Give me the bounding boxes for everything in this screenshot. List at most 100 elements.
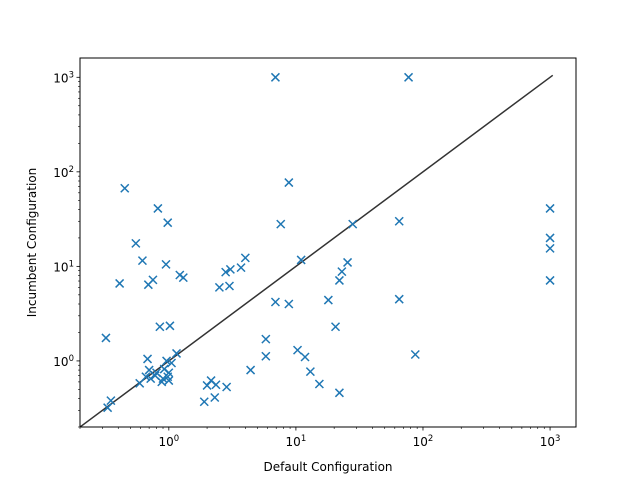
x-tick-label: 103 bbox=[540, 434, 561, 449]
data-point bbox=[148, 275, 158, 285]
data-point-stroke bbox=[545, 275, 555, 285]
data-point-stroke bbox=[334, 388, 344, 398]
plot-area-frame bbox=[79, 57, 577, 428]
data-point bbox=[545, 203, 555, 213]
data-point bbox=[178, 273, 188, 283]
data-point bbox=[161, 259, 171, 269]
data-point bbox=[330, 322, 341, 332]
data-point bbox=[131, 238, 141, 248]
data-point-stroke bbox=[199, 397, 209, 407]
reference-line-layer bbox=[80, 74, 554, 427]
data-point bbox=[545, 275, 555, 285]
data-point bbox=[240, 253, 250, 263]
data-point-stroke bbox=[115, 278, 125, 288]
data-point-stroke bbox=[261, 334, 271, 344]
data-point-stroke bbox=[284, 178, 294, 188]
data-point bbox=[394, 294, 404, 304]
data-point-stroke bbox=[161, 259, 171, 269]
data-point-stroke bbox=[178, 273, 188, 283]
data-point bbox=[410, 349, 420, 360]
y-tick-label: 100 bbox=[53, 354, 74, 369]
data-point bbox=[300, 352, 310, 362]
data-point bbox=[305, 367, 315, 377]
data-point bbox=[404, 72, 414, 82]
data-point bbox=[211, 380, 221, 390]
data-point-stroke bbox=[164, 368, 174, 378]
x-axis-ticks: 100 101 102 103 bbox=[79, 427, 561, 449]
scatter-points bbox=[101, 72, 555, 413]
data-point-stroke bbox=[151, 368, 162, 378]
data-point bbox=[284, 299, 294, 309]
data-point bbox=[141, 372, 151, 382]
data-point bbox=[155, 322, 165, 332]
data-point bbox=[172, 348, 182, 358]
data-point-stroke bbox=[323, 295, 333, 305]
data-point bbox=[143, 354, 153, 364]
data-point-stroke bbox=[224, 281, 234, 291]
data-point bbox=[164, 368, 174, 378]
data-point-stroke bbox=[284, 299, 294, 309]
data-point bbox=[165, 321, 175, 331]
y-tick-label: 103 bbox=[53, 70, 74, 85]
reference-line bbox=[80, 74, 554, 427]
data-point-stroke bbox=[261, 351, 271, 361]
data-point-stroke bbox=[330, 322, 341, 332]
data-point bbox=[270, 72, 280, 82]
data-point bbox=[334, 275, 344, 285]
data-point-stroke bbox=[394, 294, 404, 304]
data-point-stroke bbox=[106, 396, 116, 406]
data-point-stroke bbox=[131, 238, 141, 248]
data-point-stroke bbox=[293, 345, 303, 355]
data-point-stroke bbox=[545, 203, 555, 213]
data-point bbox=[545, 233, 555, 243]
data-point bbox=[210, 392, 220, 403]
data-point bbox=[166, 358, 177, 368]
data-point-stroke bbox=[143, 354, 153, 364]
y-axis-label: Incumbent Configuration bbox=[25, 168, 39, 318]
data-point-stroke bbox=[120, 183, 130, 193]
data-point-stroke bbox=[334, 275, 344, 285]
data-point-stroke bbox=[148, 275, 158, 285]
data-point-stroke bbox=[211, 380, 221, 390]
data-point-stroke bbox=[305, 367, 315, 377]
data-point bbox=[314, 379, 324, 389]
data-point-stroke bbox=[545, 233, 555, 243]
data-point bbox=[163, 218, 173, 228]
data-point-stroke bbox=[155, 322, 165, 332]
data-point bbox=[137, 256, 147, 266]
x-tick-label: 101 bbox=[286, 434, 307, 449]
data-point bbox=[115, 278, 125, 288]
data-point-stroke bbox=[103, 403, 113, 413]
data-point-stroke bbox=[150, 371, 160, 381]
data-point-stroke bbox=[163, 218, 173, 228]
data-point-stroke bbox=[348, 219, 358, 229]
data-point-stroke bbox=[394, 216, 404, 226]
data-point bbox=[323, 295, 333, 305]
data-point-stroke bbox=[225, 264, 235, 274]
y-axis-ticks: 100 101 102 103 bbox=[53, 70, 80, 428]
data-point-stroke bbox=[221, 267, 231, 277]
data-point bbox=[246, 365, 256, 375]
data-point bbox=[106, 396, 116, 406]
data-point-stroke bbox=[166, 358, 177, 368]
data-point bbox=[222, 382, 232, 392]
data-point-stroke bbox=[210, 392, 220, 403]
data-point bbox=[224, 281, 234, 291]
data-point-stroke bbox=[404, 72, 414, 82]
data-point bbox=[276, 219, 286, 229]
data-point-stroke bbox=[214, 282, 224, 292]
data-point-stroke bbox=[206, 376, 216, 386]
data-point bbox=[214, 282, 224, 292]
data-point-stroke bbox=[101, 333, 111, 343]
data-point bbox=[261, 334, 271, 344]
data-point bbox=[284, 178, 294, 188]
data-point-stroke bbox=[314, 379, 324, 389]
x-tick-label: 100 bbox=[158, 434, 179, 449]
data-point bbox=[337, 267, 347, 277]
data-point bbox=[334, 388, 344, 398]
data-point bbox=[236, 263, 246, 273]
data-point-stroke bbox=[165, 321, 175, 331]
data-point-stroke bbox=[337, 267, 347, 277]
data-point bbox=[221, 267, 231, 277]
